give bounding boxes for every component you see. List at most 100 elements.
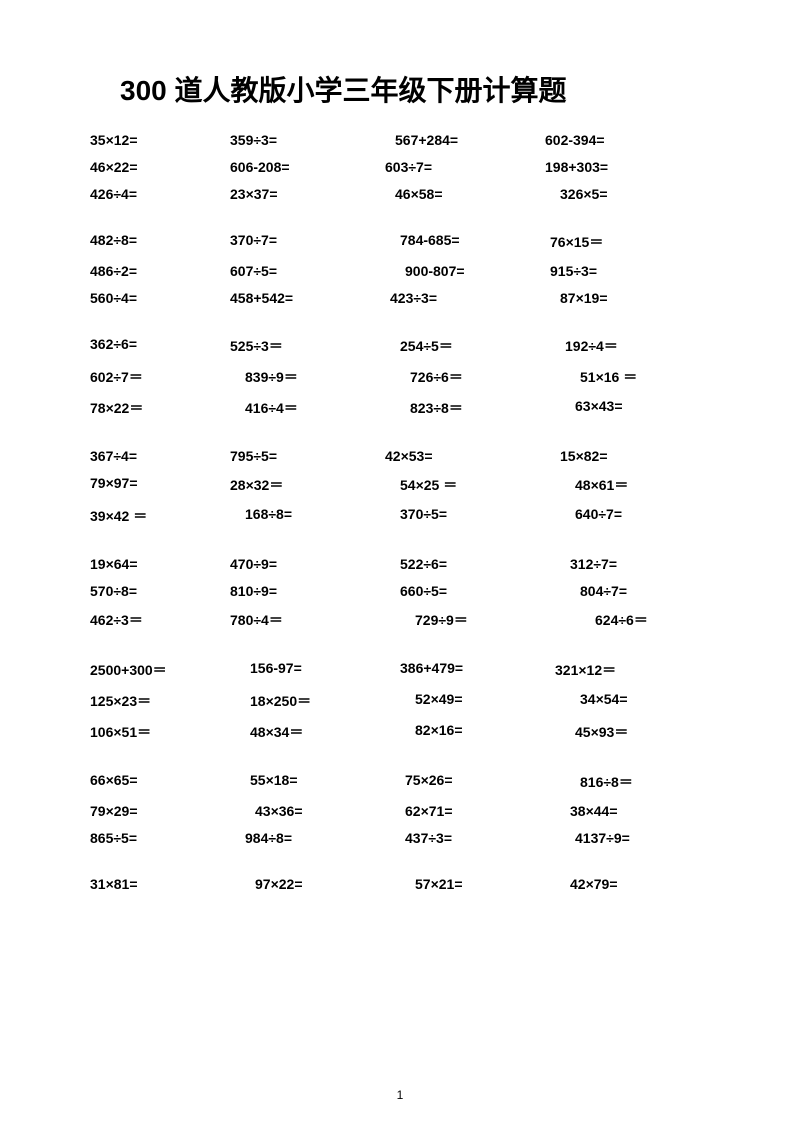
page-title: 300 道人教版小学三年级下册计算题 [90, 70, 610, 112]
problem-cell: 66×65= [90, 772, 230, 792]
problem-cell: 42×79= [545, 876, 695, 892]
problem-row: 125×23＝18×250＝52×49=34×54= [90, 691, 710, 711]
problem-row: 367÷4=795÷5=42×53=15×82= [90, 448, 710, 464]
problem-row: 35×12=359÷3=567+284=602-394= [90, 132, 710, 148]
problem-cell: 23×37= [230, 186, 385, 202]
problem-cell: 34×54= [545, 691, 695, 711]
problem-block: 19×64=470÷9=522÷6=312÷7= 570÷8=810÷9=660÷… [90, 556, 710, 630]
problem-cell: 458+542= [230, 290, 385, 306]
problem-cell: 426÷4= [90, 186, 230, 202]
problem-cell: 795÷5= [230, 448, 385, 464]
problem-cell: 470÷9= [230, 556, 385, 572]
problem-cell: 87×19= [545, 290, 695, 306]
problem-cell: 2500+300＝ [90, 660, 230, 680]
problem-cell: 423÷3= [385, 290, 545, 306]
problem-cell: 39×42 ＝ [90, 506, 230, 526]
problem-cell: 97×22= [230, 876, 385, 892]
page-number: 1 [0, 1088, 800, 1102]
problem-block: 66×65=55×18=75×26=816÷8＝ 79×29=43×36=62×7… [90, 772, 710, 846]
problem-cell: 55×18= [230, 772, 385, 792]
problem-cell: 125×23＝ [90, 691, 230, 711]
problem-cell: 915÷3= [545, 263, 695, 279]
problem-cell: 198+303= [545, 159, 695, 175]
problem-block: 31×81=97×22=57×21=42×79= [90, 876, 710, 892]
problem-cell: 38×44= [545, 803, 695, 819]
problem-row: 426÷4=23×37=46×58=326×5= [90, 186, 710, 202]
problem-cell: 31×81= [90, 876, 230, 892]
problem-cell: 168÷8= [230, 506, 385, 526]
problem-cell: 48×34＝ [230, 722, 385, 742]
problem-cell: 52×49= [385, 691, 545, 711]
problem-cell: 75×26= [385, 772, 545, 792]
problem-row: 570÷8=810÷9=660÷5=804÷7= [90, 583, 710, 599]
problem-cell: 18×250＝ [230, 691, 385, 711]
problem-row: 560÷4=458+542=423÷3=87×19= [90, 290, 710, 306]
problem-cell: 567+284= [385, 132, 545, 148]
problem-row: 602÷7＝839÷9＝726÷6＝51×16 ＝ [90, 367, 710, 387]
problem-cell: 624÷6＝ [545, 610, 695, 630]
problem-cell: 19×64= [90, 556, 230, 572]
problem-cell: 46×22= [90, 159, 230, 175]
problems-area: 35×12=359÷3=567+284=602-394= 46×22=606-20… [90, 132, 710, 892]
problem-cell: 804÷7= [545, 583, 695, 599]
problem-cell: 28×32＝ [230, 475, 385, 495]
problem-row: 19×64=470÷9=522÷6=312÷7= [90, 556, 710, 572]
problem-row: 31×81=97×22=57×21=42×79= [90, 876, 710, 892]
problem-cell: 816÷8＝ [545, 772, 695, 792]
problem-row: 865÷5=984÷8=437÷3=4137÷9= [90, 830, 710, 846]
problem-row: 39×42 ＝168÷8=370÷5=640÷7= [90, 506, 710, 526]
page: 300 道人教版小学三年级下册计算题 35×12=359÷3=567+284=6… [0, 0, 800, 1132]
problem-cell: 367÷4= [90, 448, 230, 464]
problem-row: 79×29=43×36=62×71=38×44= [90, 803, 710, 819]
problem-cell: 48×61＝ [545, 475, 695, 495]
problem-block: 367÷4=795÷5=42×53=15×82= 79×97=28×32＝54×2… [90, 448, 710, 526]
problem-cell: 386+479= [385, 660, 545, 680]
problem-row: 79×97=28×32＝54×25 ＝48×61＝ [90, 475, 710, 495]
problem-row: 78×22＝416÷4＝823÷8＝63×43= [90, 398, 710, 418]
problem-row: 482÷8=370÷7=784-685=76×15＝ [90, 232, 710, 252]
problem-row: 46×22=606-208=603÷7=198+303= [90, 159, 710, 175]
problem-cell: 865÷5= [90, 830, 230, 846]
problem-cell: 607÷5= [230, 263, 385, 279]
problem-cell: 726÷6＝ [385, 367, 545, 387]
problem-cell: 560÷4= [90, 290, 230, 306]
problem-cell: 362÷6= [90, 336, 230, 356]
problem-cell: 4137÷9= [545, 830, 695, 846]
problem-cell: 62×71= [385, 803, 545, 819]
problem-cell: 82×16= [385, 722, 545, 742]
problem-cell: 43×36= [230, 803, 385, 819]
problem-cell: 525÷3＝ [230, 336, 385, 356]
problem-cell: 15×82= [545, 448, 695, 464]
problem-row: 106×51＝48×34＝82×16=45×93＝ [90, 722, 710, 742]
problem-row: 462÷3＝780÷4＝729÷9＝624÷6＝ [90, 610, 710, 630]
problem-cell: 603÷7= [385, 159, 545, 175]
problem-cell: 78×22＝ [90, 398, 230, 418]
problem-cell: 46×58= [385, 186, 545, 202]
problem-block: 2500+300＝156-97=386+479=321×12＝ 125×23＝18… [90, 660, 710, 742]
problem-cell: 326×5= [545, 186, 695, 202]
problem-cell: 784-685= [385, 232, 545, 252]
problem-cell: 321×12＝ [545, 660, 695, 680]
problem-cell: 729÷9＝ [385, 610, 545, 630]
problem-cell: 57×21= [385, 876, 545, 892]
problem-cell: 602÷7＝ [90, 367, 230, 387]
problem-cell: 482÷8= [90, 232, 230, 252]
problem-cell: 810÷9= [230, 583, 385, 599]
problem-cell: 486÷2= [90, 263, 230, 279]
problem-cell: 984÷8= [230, 830, 385, 846]
problem-cell: 254÷5＝ [385, 336, 545, 356]
problem-row: 486÷2=607÷5=900-807=915÷3= [90, 263, 710, 279]
problem-cell: 900-807= [385, 263, 545, 279]
problem-cell: 54×25 ＝ [385, 475, 545, 495]
problem-cell: 780÷4＝ [230, 610, 385, 630]
problem-cell: 63×43= [545, 398, 695, 418]
problem-row: 362÷6=525÷3＝254÷5＝192÷4＝ [90, 336, 710, 356]
problem-cell: 79×29= [90, 803, 230, 819]
problem-cell: 370÷7= [230, 232, 385, 252]
problem-block: 482÷8=370÷7=784-685=76×15＝ 486÷2=607÷5=90… [90, 232, 710, 306]
problem-row: 2500+300＝156-97=386+479=321×12＝ [90, 660, 710, 680]
problem-cell: 42×53= [385, 448, 545, 464]
problem-cell: 192÷4＝ [545, 336, 695, 356]
problem-cell: 823÷8＝ [385, 398, 545, 418]
problem-cell: 51×16 ＝ [545, 367, 695, 387]
